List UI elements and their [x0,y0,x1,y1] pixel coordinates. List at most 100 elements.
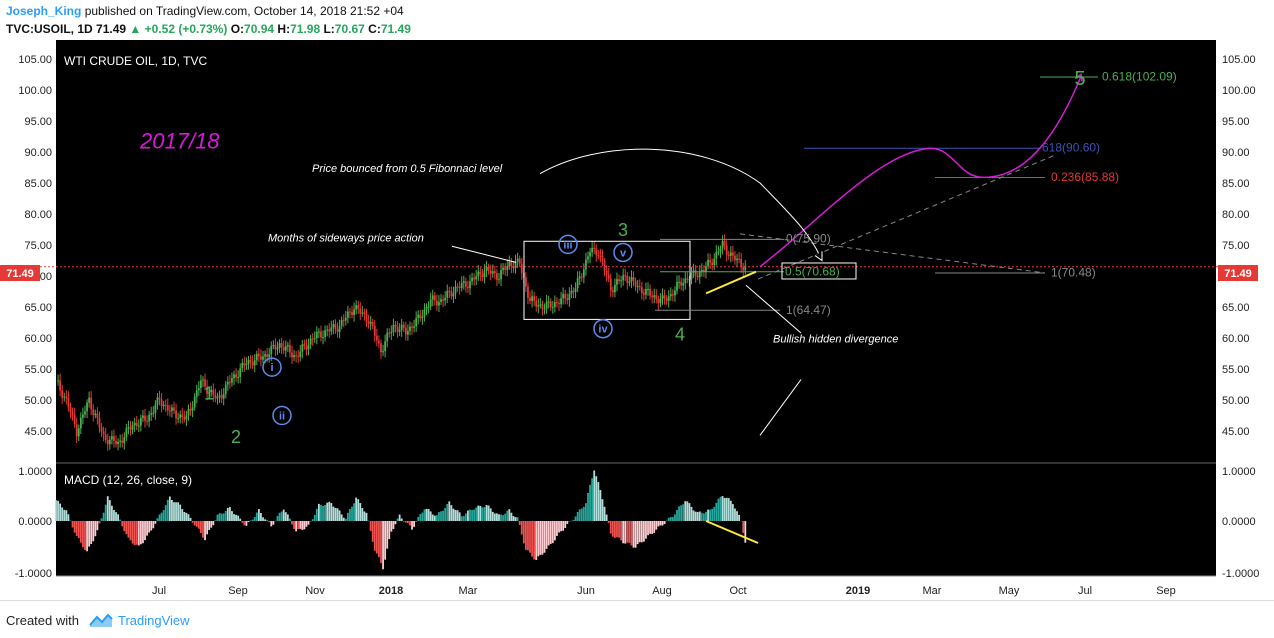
candle [346,305,349,324]
candle [599,248,602,263]
candle [427,301,430,314]
annotation-4: 0(75.90) [786,232,831,246]
candle [69,402,72,419]
candle [742,262,745,277]
candle [324,325,326,342]
tradingview-brand-link[interactable]: TradingView [118,613,190,628]
y-tick-left: 75.00 [24,240,52,252]
candle [284,340,287,358]
candle [241,358,244,373]
annotation-1: Price bounced from 0.5 Fibonnaci level [312,163,503,175]
candle [514,254,517,274]
macd-bar [148,521,151,533]
candle [212,383,215,402]
macd-bar [489,508,492,521]
macd-bar [177,502,180,521]
candle [589,247,591,264]
macd-bar [365,512,368,521]
macd-bar [278,512,281,521]
candle [587,251,589,264]
chart-canvas[interactable]: 105.00100.0095.0090.0085.0080.0075.0070.… [0,40,1274,600]
macd-bar [171,499,173,521]
macd-bar [330,502,333,521]
macd-bar [268,521,271,523]
author-link[interactable]: Joseph_King [6,4,82,18]
candle [195,384,198,404]
candle [361,306,364,317]
wave-label-1: 1 [204,384,214,404]
macd-bar [233,514,235,521]
candle [108,435,111,450]
candle [705,261,707,279]
macd-bar [574,516,577,521]
candle [131,421,134,435]
macd-bar [413,521,416,527]
macd-bar [537,521,540,557]
macd-bar [98,521,101,524]
candle [456,283,459,292]
macd-bar [659,521,662,526]
candle [498,272,500,284]
candle [390,325,393,340]
candle [104,427,107,444]
candle [137,419,140,433]
candle [469,274,471,295]
y-tick-left: 55.00 [24,364,52,376]
candle [162,400,165,410]
macd-bar [396,518,399,521]
candle [529,291,531,305]
candle [202,376,204,388]
macd-title: MACD (12, 26, close, 9) [64,473,192,487]
macd-bar [71,521,74,528]
candle [709,253,712,270]
macd-bar [260,513,262,521]
candle [616,272,618,292]
candle [187,404,190,421]
candle [117,438,119,451]
macd-bar [485,505,488,521]
macd-bar [139,521,142,545]
candle [353,302,355,322]
candle [462,275,465,290]
macd-bar [580,508,583,521]
macd-bar [168,496,171,521]
macd-bar [367,520,370,522]
bounce-arrow [539,148,823,261]
macd-bar [458,512,461,521]
candle [419,309,422,322]
candle [291,345,293,365]
x-tick-label: 2019 [846,585,870,597]
macd-bar [740,520,743,522]
macd-bar [239,518,242,521]
candle [634,277,637,292]
macd-bar [73,521,76,533]
candle [82,407,84,425]
macd-bar [113,510,115,521]
macd-bar [483,507,486,521]
macd-bar [77,521,80,539]
candle [90,390,93,415]
candle [191,401,194,418]
candle [727,250,730,260]
y-tick-right: 60.00 [1222,333,1250,345]
macd-bar [603,506,606,521]
candle [659,293,662,308]
candle [110,430,113,445]
y-tick-left: 60.00 [24,333,52,345]
candle [638,279,641,291]
wave-label-iii: iii [563,239,572,251]
candle [210,385,213,397]
macd-bar [96,521,99,531]
candle [181,408,184,424]
candle [276,341,279,355]
plot-area[interactable] [56,40,1216,576]
tradingview-logo-icon[interactable] [88,611,114,629]
candle [421,309,424,325]
candle [614,278,616,298]
macd-y-tick-right: 1.0000 [1222,466,1256,478]
macd-bar [409,521,411,526]
candle [516,252,519,269]
macd-bar [595,476,598,521]
macd-bar [707,509,709,521]
candle [568,287,571,307]
